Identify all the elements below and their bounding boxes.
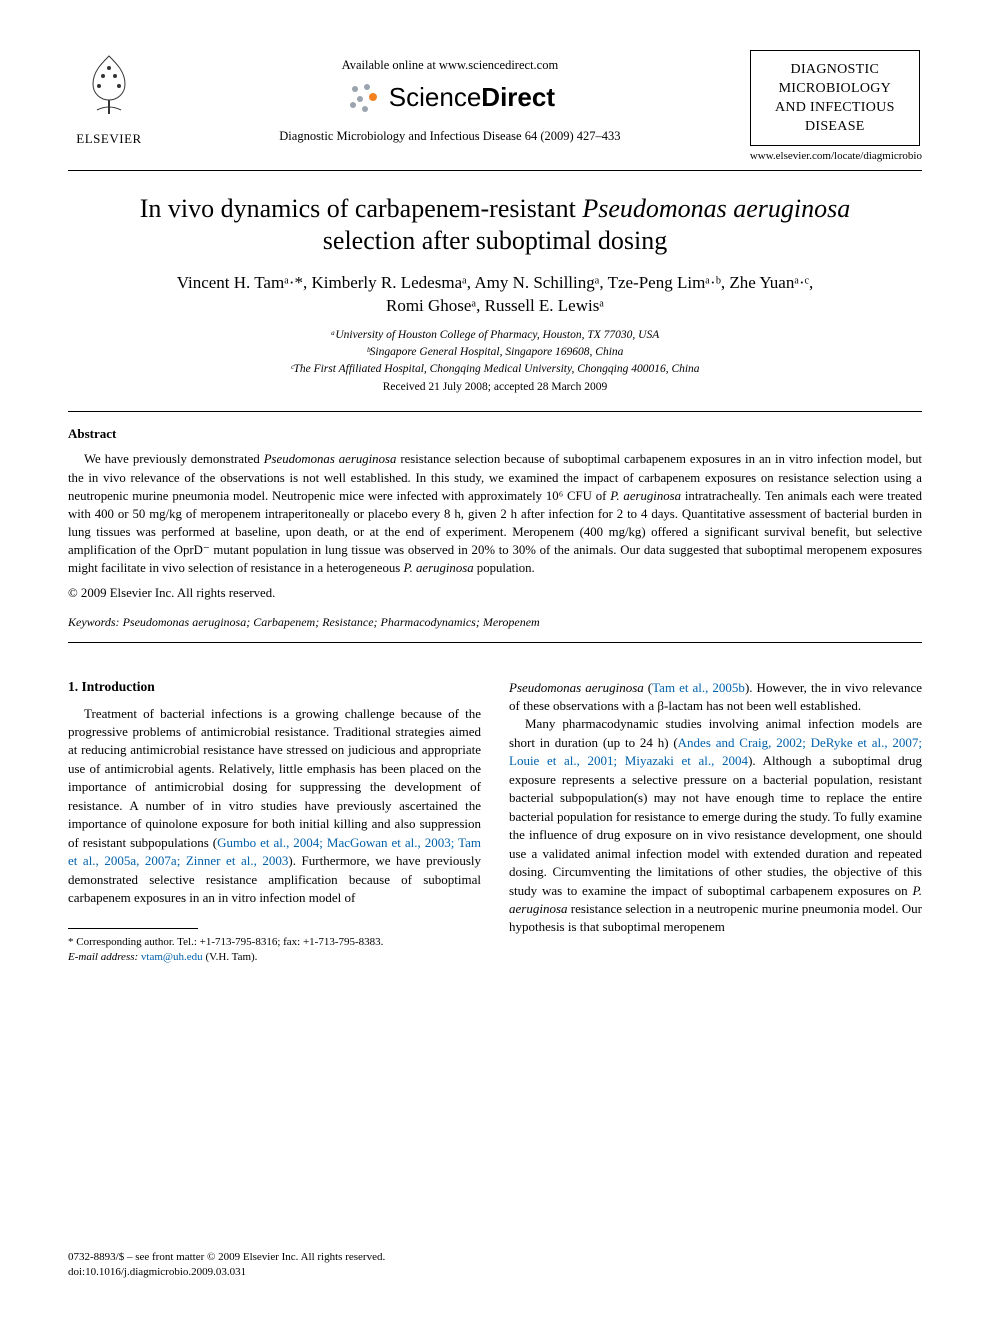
footnote-email-label: E-mail address: (68, 951, 138, 963)
rule-top (68, 411, 922, 412)
doi-line: doi:10.1016/j.diagmicrobio.2009.03.031 (68, 1265, 922, 1280)
page-footer: 0732-8893/$ – see front matter © 2009 El… (68, 1250, 922, 1280)
journal-name-line4: DISEASE (759, 118, 911, 137)
intro-p2-t3: resistance selection in a neutropenic mu… (509, 901, 922, 934)
journal-box-wrap: DIAGNOSTIC MICROBIOLOGY AND INFECTIOUS D… (750, 50, 922, 162)
available-online-text: Available online at www.sciencedirect.co… (150, 58, 750, 73)
abs-it3: P. aeruginosa (403, 561, 473, 575)
issn-line: 0732-8893/$ – see front matter © 2009 El… (68, 1250, 922, 1265)
abs-t1: We have previously demonstrated (84, 452, 264, 466)
footnote-email[interactable]: vtam@uh.edu (141, 951, 203, 963)
journal-title-box: DIAGNOSTIC MICROBIOLOGY AND INFECTIOUS D… (750, 50, 920, 146)
sd-part-b: Direct (481, 82, 555, 112)
intro-c2-ref[interactable]: Tam et al., 2005b (652, 680, 745, 695)
article-dates: Received 21 July 2008; accepted 28 March… (68, 381, 922, 393)
elsevier-tree-icon (73, 50, 145, 122)
author-list: Vincent H. Tamᵃ·*, Kimberly R. Ledesmaᵃ,… (68, 272, 922, 318)
keywords-text: Pseudomonas aeruginosa; Carbapenem; Resi… (120, 615, 540, 629)
elsevier-logo: ELSEVIER (68, 50, 150, 147)
sd-part-a: Science (389, 82, 482, 112)
footnote-corr: * Corresponding author. Tel.: +1-713-795… (68, 935, 481, 950)
page-header: ELSEVIER Available online at www.science… (68, 50, 922, 171)
body-columns: 1. Introduction Treatment of bacterial i… (68, 679, 922, 966)
intro-para-1-cont: Pseudomonas aeruginosa (Tam et al., 2005… (509, 679, 922, 716)
journal-name-line1: DIAGNOSTIC (759, 61, 911, 80)
footnote-rule (68, 928, 198, 929)
footnote-email-line: E-mail address: vtam@uh.edu (V.H. Tam). (68, 950, 481, 965)
abs-it2: P. aeruginosa (610, 489, 681, 503)
footnote-email-post: (V.H. Tam). (203, 951, 258, 963)
abstract-body: We have previously demonstrated Pseudomo… (68, 450, 922, 577)
affiliations: ᵃUniversity of Houston College of Pharma… (68, 327, 922, 377)
intro-p2-t2: ). Although a suboptimal drug exposure r… (509, 753, 922, 897)
authors-line2: Romi Ghoseᵃ, Russell E. Lewisᵃ (68, 295, 922, 318)
elsevier-name: ELSEVIER (68, 131, 150, 147)
title-part1: In vivo dynamics of carbapenem-resistant (140, 194, 583, 223)
abstract-heading: Abstract (68, 426, 922, 442)
title-italic: Pseudomonas aeruginosa (582, 194, 850, 223)
sciencedirect-logo: ScienceDirect (150, 79, 750, 115)
abs-t4: population. (474, 561, 535, 575)
center-header: Available online at www.sciencedirect.co… (150, 50, 750, 144)
abstract-copyright: © 2009 Elsevier Inc. All rights reserved… (68, 586, 922, 601)
journal-name-line2: MICROBIOLOGY (759, 80, 911, 99)
sciencedirect-text: ScienceDirect (389, 82, 555, 113)
journal-name-line3: AND INFECTIOUS (759, 99, 911, 118)
abs-it1: Pseudomonas aeruginosa (264, 452, 397, 466)
title-part2: selection after suboptimal dosing (323, 226, 667, 255)
keywords-label: Keywords: (68, 615, 120, 629)
rule-bottom (68, 642, 922, 643)
intro-para-1: Treatment of bacterial infections is a g… (68, 705, 481, 908)
authors-line1: Vincent H. Tamᵃ·*, Kimberly R. Ledesmaᵃ,… (68, 272, 922, 295)
article-title: In vivo dynamics of carbapenem-resistant… (108, 193, 882, 258)
column-left: 1. Introduction Treatment of bacterial i… (68, 679, 481, 966)
affiliation-b: ᵇSingapore General Hospital, Singapore 1… (68, 344, 922, 361)
keywords: Keywords: Pseudomonas aeruginosa; Carbap… (68, 615, 922, 630)
intro-para-2: Many pharmacodynamic studies involving a… (509, 715, 922, 936)
column-right: Pseudomonas aeruginosa (Tam et al., 2005… (509, 679, 922, 966)
intro-c2-it: Pseudomonas aeruginosa (509, 680, 644, 695)
intro-p1-t1: Treatment of bacterial infections is a g… (68, 706, 481, 850)
affiliation-c: ᶜThe First Affiliated Hospital, Chongqin… (68, 361, 922, 378)
journal-url: www.elsevier.com/locate/diagmicrobio (750, 150, 922, 162)
affiliation-a: ᵃUniversity of Houston College of Pharma… (68, 327, 922, 344)
sciencedirect-icon (345, 79, 381, 115)
intro-c2-t1: ( (644, 680, 652, 695)
corresponding-footnote: * Corresponding author. Tel.: +1-713-795… (68, 935, 481, 966)
section-intro-heading: 1. Introduction (68, 679, 481, 695)
journal-citation: Diagnostic Microbiology and Infectious D… (150, 129, 750, 144)
